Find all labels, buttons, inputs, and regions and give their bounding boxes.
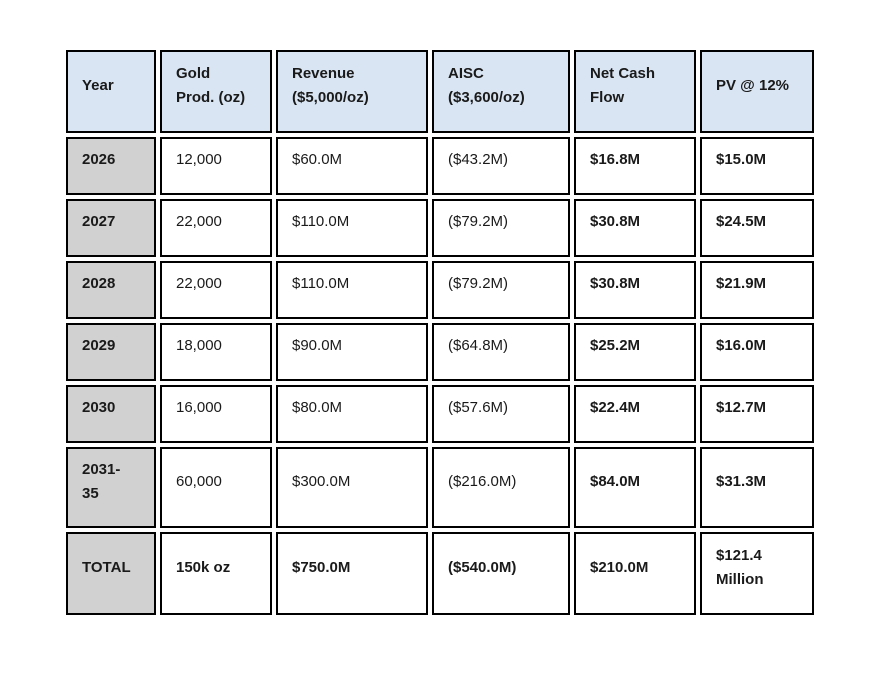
aisc-cell: ($540.0M) xyxy=(432,532,570,615)
revenue-cell: $110.0M xyxy=(276,199,428,257)
year-cell: 2031-35 xyxy=(66,447,156,528)
year-cell: 2029 xyxy=(66,323,156,381)
net-cash-flow-cell: $25.2M xyxy=(574,323,696,381)
pv-cell: $21.9M xyxy=(700,261,814,319)
pv-cell: $15.0M xyxy=(700,137,814,195)
gold-prod-cell: 12,000 xyxy=(160,137,272,195)
revenue-cell: $90.0M xyxy=(276,323,428,381)
aisc-cell: ($79.2M) xyxy=(432,199,570,257)
aisc-cell: ($64.8M) xyxy=(432,323,570,381)
header-gold-prod: Gold Prod. (oz) xyxy=(160,50,272,133)
header-aisc: AISC ($3,600/oz) xyxy=(432,50,570,133)
table-row: 2026 12,000 $60.0M ($43.2M) $16.8M $15.0… xyxy=(66,137,814,195)
table-row: 2031-35 60,000 $300.0M ($216.0M) $84.0M … xyxy=(66,447,814,528)
header-year: Year xyxy=(66,50,156,133)
aisc-cell: ($43.2M) xyxy=(432,137,570,195)
revenue-cell: $110.0M xyxy=(276,261,428,319)
header-row: Year Gold Prod. (oz) Revenue ($5,000/oz)… xyxy=(66,50,814,133)
revenue-cell: $60.0M xyxy=(276,137,428,195)
gold-prod-cell: 22,000 xyxy=(160,261,272,319)
gold-prod-cell: 150k oz xyxy=(160,532,272,615)
table-row: 2030 16,000 $80.0M ($57.6M) $22.4M $12.7… xyxy=(66,385,814,443)
pv-cell: $31.3M xyxy=(700,447,814,528)
aisc-cell: ($216.0M) xyxy=(432,447,570,528)
year-cell: TOTAL xyxy=(66,532,156,615)
aisc-cell: ($79.2M) xyxy=(432,261,570,319)
table-row: 2029 18,000 $90.0M ($64.8M) $25.2M $16.0… xyxy=(66,323,814,381)
net-cash-flow-cell: $30.8M xyxy=(574,261,696,319)
pv-cell: $121.4 Million xyxy=(700,532,814,615)
year-cell: 2030 xyxy=(66,385,156,443)
revenue-cell: $750.0M xyxy=(276,532,428,615)
year-cell: 2028 xyxy=(66,261,156,319)
table-row: 2027 22,000 $110.0M ($79.2M) $30.8M $24.… xyxy=(66,199,814,257)
gold-prod-cell: 16,000 xyxy=(160,385,272,443)
header-net-cash-flow: Net Cash Flow xyxy=(574,50,696,133)
gold-prod-cell: 18,000 xyxy=(160,323,272,381)
total-row: TOTAL 150k oz $750.0M ($540.0M) $210.0M … xyxy=(66,532,814,615)
cash-flow-projection-table: Year Gold Prod. (oz) Revenue ($5,000/oz)… xyxy=(62,46,818,619)
year-cell: 2027 xyxy=(66,199,156,257)
revenue-cell: $80.0M xyxy=(276,385,428,443)
gold-prod-cell: 60,000 xyxy=(160,447,272,528)
revenue-cell: $300.0M xyxy=(276,447,428,528)
net-cash-flow-cell: $16.8M xyxy=(574,137,696,195)
gold-prod-cell: 22,000 xyxy=(160,199,272,257)
net-cash-flow-cell: $22.4M xyxy=(574,385,696,443)
pv-cell: $16.0M xyxy=(700,323,814,381)
aisc-cell: ($57.6M) xyxy=(432,385,570,443)
pv-cell: $24.5M xyxy=(700,199,814,257)
net-cash-flow-cell: $84.0M xyxy=(574,447,696,528)
pv-cell: $12.7M xyxy=(700,385,814,443)
net-cash-flow-cell: $210.0M xyxy=(574,532,696,615)
table-row: 2028 22,000 $110.0M ($79.2M) $30.8M $21.… xyxy=(66,261,814,319)
year-cell: 2026 xyxy=(66,137,156,195)
net-cash-flow-cell: $30.8M xyxy=(574,199,696,257)
header-pv: PV @ 12% xyxy=(700,50,814,133)
header-revenue: Revenue ($5,000/oz) xyxy=(276,50,428,133)
